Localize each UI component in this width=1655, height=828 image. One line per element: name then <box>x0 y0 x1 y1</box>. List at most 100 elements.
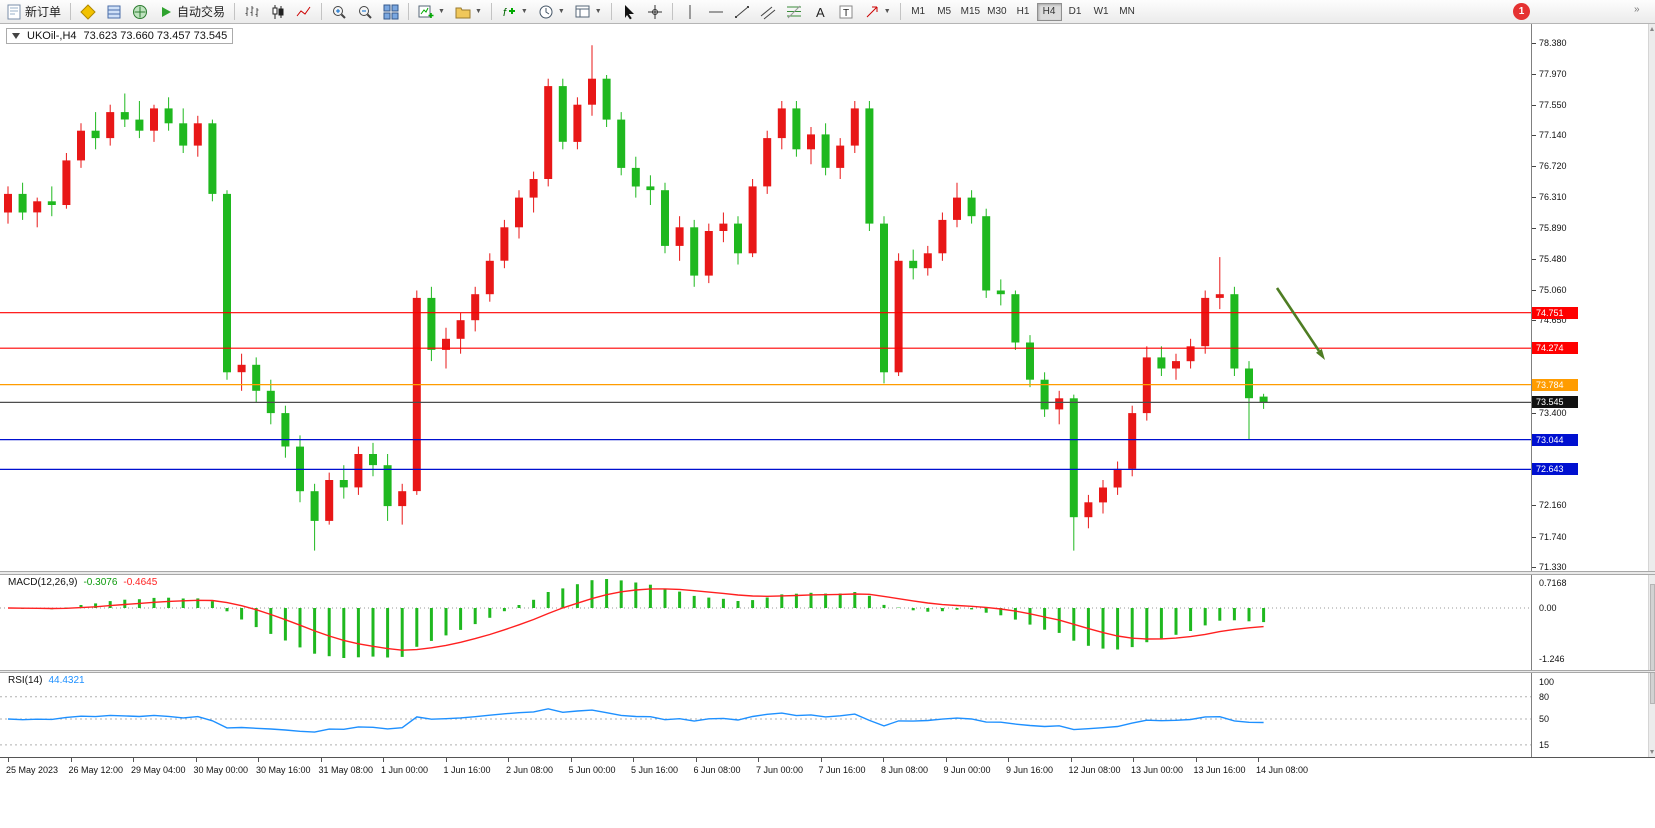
time-axis-label: 1 Jun 16:00 <box>443 765 491 775</box>
svg-text:f: f <box>503 7 507 19</box>
price-tick <box>1532 320 1536 322</box>
navigator-icon <box>132 4 148 20</box>
price-axis-label: 71.330 <box>1539 562 1567 572</box>
rsi-panel[interactable] <box>0 673 1531 757</box>
autotrading-button[interactable]: 自动交易 <box>154 2 229 22</box>
scrollbar-thumb[interactable] <box>1650 584 1655 704</box>
zoom-in-button[interactable] <box>327 2 351 22</box>
timeframe-button-d1[interactable]: D1 <box>1068 6 1082 17</box>
arrows-button[interactable]: ▼ <box>860 2 895 22</box>
scroll-down-icon[interactable] <box>1650 750 1654 754</box>
scroll-up-icon[interactable] <box>1650 27 1654 31</box>
text-button[interactable]: A <box>808 2 832 22</box>
new-order-button[interactable]: 新订单 <box>2 2 65 22</box>
periods-button[interactable]: ▼ <box>534 2 569 22</box>
separator <box>610 3 612 20</box>
time-axis-label: 31 May 08:00 <box>318 765 374 775</box>
rsi-label: RSI(14) 44.4321 <box>8 675 85 686</box>
text-a-icon: A <box>812 4 828 20</box>
line-chart-button[interactable] <box>292 2 316 22</box>
new-order-label: 新订单 <box>25 5 62 19</box>
crosshair-button[interactable] <box>643 2 667 22</box>
price-axis-label: 74.650 <box>1539 315 1567 326</box>
price-axis-label: 77.550 <box>1539 99 1567 110</box>
market-watch-icon <box>80 3 96 20</box>
timeframe-button-m15[interactable]: M15 <box>960 6 981 17</box>
price-axis-label: 71.740 <box>1539 531 1567 542</box>
new-chart-button[interactable]: ▼ <box>414 2 449 22</box>
indicators-button[interactable]: f ▼ <box>497 2 532 22</box>
toolbar-overflow-button[interactable]: » <box>1634 4 1640 15</box>
time-tick <box>1258 758 1259 762</box>
vertical-line-button[interactable] <box>678 2 702 22</box>
time-tick <box>883 758 884 762</box>
templates-icon <box>575 4 591 20</box>
trendline-button[interactable] <box>730 2 754 22</box>
zoom-in-icon <box>331 4 347 20</box>
text-label-button[interactable]: T <box>834 2 858 22</box>
panel-divider[interactable] <box>0 670 1655 673</box>
zoom-out-icon <box>357 4 373 20</box>
time-axis-label: 13 Jun 16:00 <box>1193 765 1246 775</box>
horizontal-line-icon <box>708 4 724 20</box>
separator <box>671 3 673 20</box>
price-axis-label: 76.720 <box>1539 161 1567 172</box>
zoom-out-button[interactable] <box>353 2 377 22</box>
panel-divider[interactable] <box>0 571 1655 575</box>
price-level-badge: 74.751 <box>1532 306 1578 319</box>
price-tick <box>1532 73 1536 75</box>
timeframe-button-m1[interactable]: M1 <box>911 6 926 17</box>
price-axis-label: 77.140 <box>1539 130 1567 141</box>
navigator-button[interactable] <box>128 2 152 22</box>
tile-windows-button[interactable] <box>379 2 403 22</box>
bar-chart-button[interactable] <box>240 2 264 22</box>
price-tick <box>1532 567 1536 568</box>
timeframe-button-h1[interactable]: H1 <box>1016 6 1030 17</box>
time-axis-label: 9 Jun 16:00 <box>1006 765 1054 775</box>
price-axis-label: 77.970 <box>1539 68 1567 79</box>
time-tick <box>695 758 697 762</box>
new-chart-icon <box>418 4 434 20</box>
macd-panel[interactable] <box>0 575 1531 670</box>
timeframe-button-h4[interactable]: H4 <box>1036 2 1062 21</box>
time-tick <box>820 758 822 762</box>
timeframe-button-mn[interactable]: MN <box>1119 6 1135 17</box>
timeframe-button-m5[interactable]: M5 <box>937 6 952 17</box>
data-window-button[interactable] <box>102 2 126 22</box>
bar-chart-icon <box>244 4 260 20</box>
price-axis-label: 73.400 <box>1539 408 1567 419</box>
rsi-value: 44.4321 <box>48 675 85 686</box>
price-tick <box>1532 505 1536 507</box>
notification-badge[interactable]: 1 <box>1513 3 1530 20</box>
price-axis[interactable]: 78.380 77.970 77.550 77.140 76.720 76.31… <box>1531 24 1648 757</box>
timeframe-button-w1[interactable]: W1 <box>1093 6 1109 17</box>
templates-button[interactable]: ▼ <box>571 2 606 22</box>
market-watch-button[interactable] <box>76 2 100 22</box>
time-axis-label: 7 Jun 00:00 <box>756 765 804 775</box>
time-axis-label: 14 Jun 08:00 <box>1256 765 1309 775</box>
chart-collapse-icon[interactable] <box>12 33 20 39</box>
time-axis-label: 30 May 00:00 <box>193 765 249 775</box>
time-axis[interactable]: 25 May 2023 26 May 12:00 29 May 04:00 30… <box>0 757 1655 783</box>
chart-title-box[interactable]: UKOil-,H4 73.623 73.660 73.457 73.545 <box>6 28 234 44</box>
horizontal-line-button[interactable] <box>704 2 728 22</box>
price-tick <box>1532 135 1536 137</box>
vertical-scrollbar[interactable] <box>1648 24 1655 757</box>
time-tick <box>445 758 447 762</box>
timeframe-button-m30[interactable]: M30 <box>987 6 1007 17</box>
macd-signal-value: -0.4645 <box>123 577 158 588</box>
candlestick-chart[interactable] <box>0 24 1531 571</box>
channel-button[interactable] <box>756 2 780 22</box>
price-level-badge: 74.274 <box>1532 342 1578 355</box>
rsi-name: RSI(14) <box>8 675 43 686</box>
time-axis-label: 25 May 2023 <box>6 765 59 775</box>
candlestick-chart-button[interactable] <box>266 2 290 22</box>
price-tick <box>1532 228 1536 230</box>
price-tick <box>1532 289 1536 291</box>
price-tick <box>1532 536 1536 538</box>
price-tick <box>1532 258 1536 260</box>
fibonacci-button[interactable] <box>782 2 806 22</box>
cursor-button[interactable] <box>617 2 641 22</box>
profiles-button[interactable]: ▼ <box>451 2 486 22</box>
profiles-icon <box>455 4 471 20</box>
